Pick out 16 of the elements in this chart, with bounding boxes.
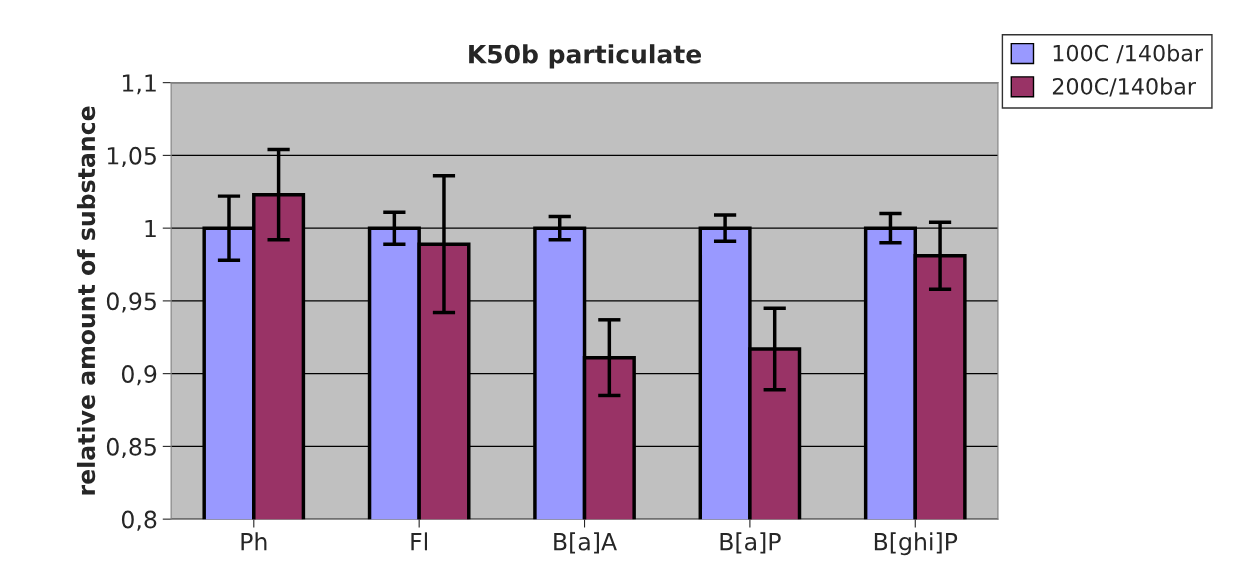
x-tick-label: Fl [411, 532, 428, 551]
y-tick-label: 1,1 [122, 74, 156, 95]
y-tick-label: 1,05 [107, 146, 156, 168]
y-tick-label: 0,9 [121, 365, 157, 386]
x-tick-label: B[ghi]P [874, 532, 958, 556]
y-axis-title: relative amount of substance [76, 106, 96, 495]
y-tick-label: 0,8 [121, 510, 157, 531]
x-tick-label: Ph [241, 532, 267, 551]
legend-label: 100C /140bar [1053, 44, 1204, 64]
y-tick-label: 0,85 [106, 437, 156, 459]
x-tick-label: B[a]P [720, 532, 781, 554]
x-tick-label: B[a]A [554, 532, 617, 554]
y-tick-label: 1 [145, 219, 156, 238]
y-tick-label: 0,95 [106, 292, 156, 313]
chart-title: K50b particulate [469, 44, 701, 69]
legend-label: 200C/140bar [1052, 77, 1196, 97]
